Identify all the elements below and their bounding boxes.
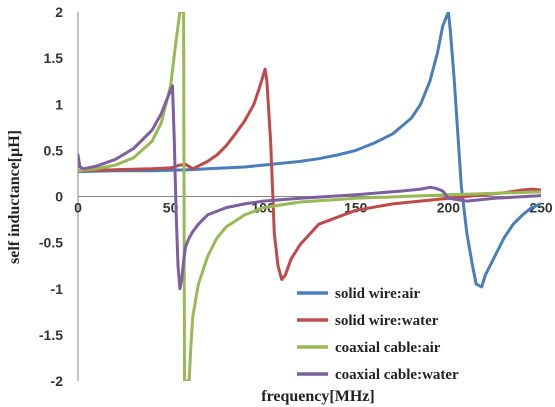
y-tick-label: -0.5	[39, 235, 63, 251]
series-line-4	[78, 84, 541, 291]
x-tick-label: 0	[74, 200, 82, 216]
series-line-1	[78, 12, 541, 289]
y-tick-label: 1.5	[44, 50, 64, 66]
legend-label: solid wire:air	[335, 286, 420, 302]
y-tick-label: 2	[55, 4, 63, 20]
legend-label: coaxial cable:air	[335, 340, 441, 356]
x-tick-label: 200	[437, 200, 461, 216]
series-line-2	[78, 67, 541, 281]
y-tick-label: -2	[51, 373, 64, 389]
legend-label: coaxial cable:water	[335, 367, 459, 383]
x-tick-label: 250	[529, 200, 553, 216]
y-tick-label: 0.5	[44, 142, 64, 158]
y-tick-label: 0	[55, 189, 63, 205]
plot-area	[78, 12, 541, 381]
y-tick-label: 1	[55, 96, 63, 112]
y-tick-label: -1	[51, 281, 64, 297]
y-tick-label: -1.5	[39, 327, 63, 343]
legend-label: solid wire:water	[335, 313, 439, 329]
series-line-3	[78, 12, 541, 381]
y-tick-labels: -2 -1.5 -1 -0.5 0 0.5 1 1.5 2	[39, 4, 63, 389]
x-axis-title: frequency[MHz]	[261, 388, 374, 405]
legend: solid wire:air solid wire:water coaxial ca…	[297, 286, 459, 383]
y-axis-title: self inductance[μH]	[6, 130, 23, 264]
